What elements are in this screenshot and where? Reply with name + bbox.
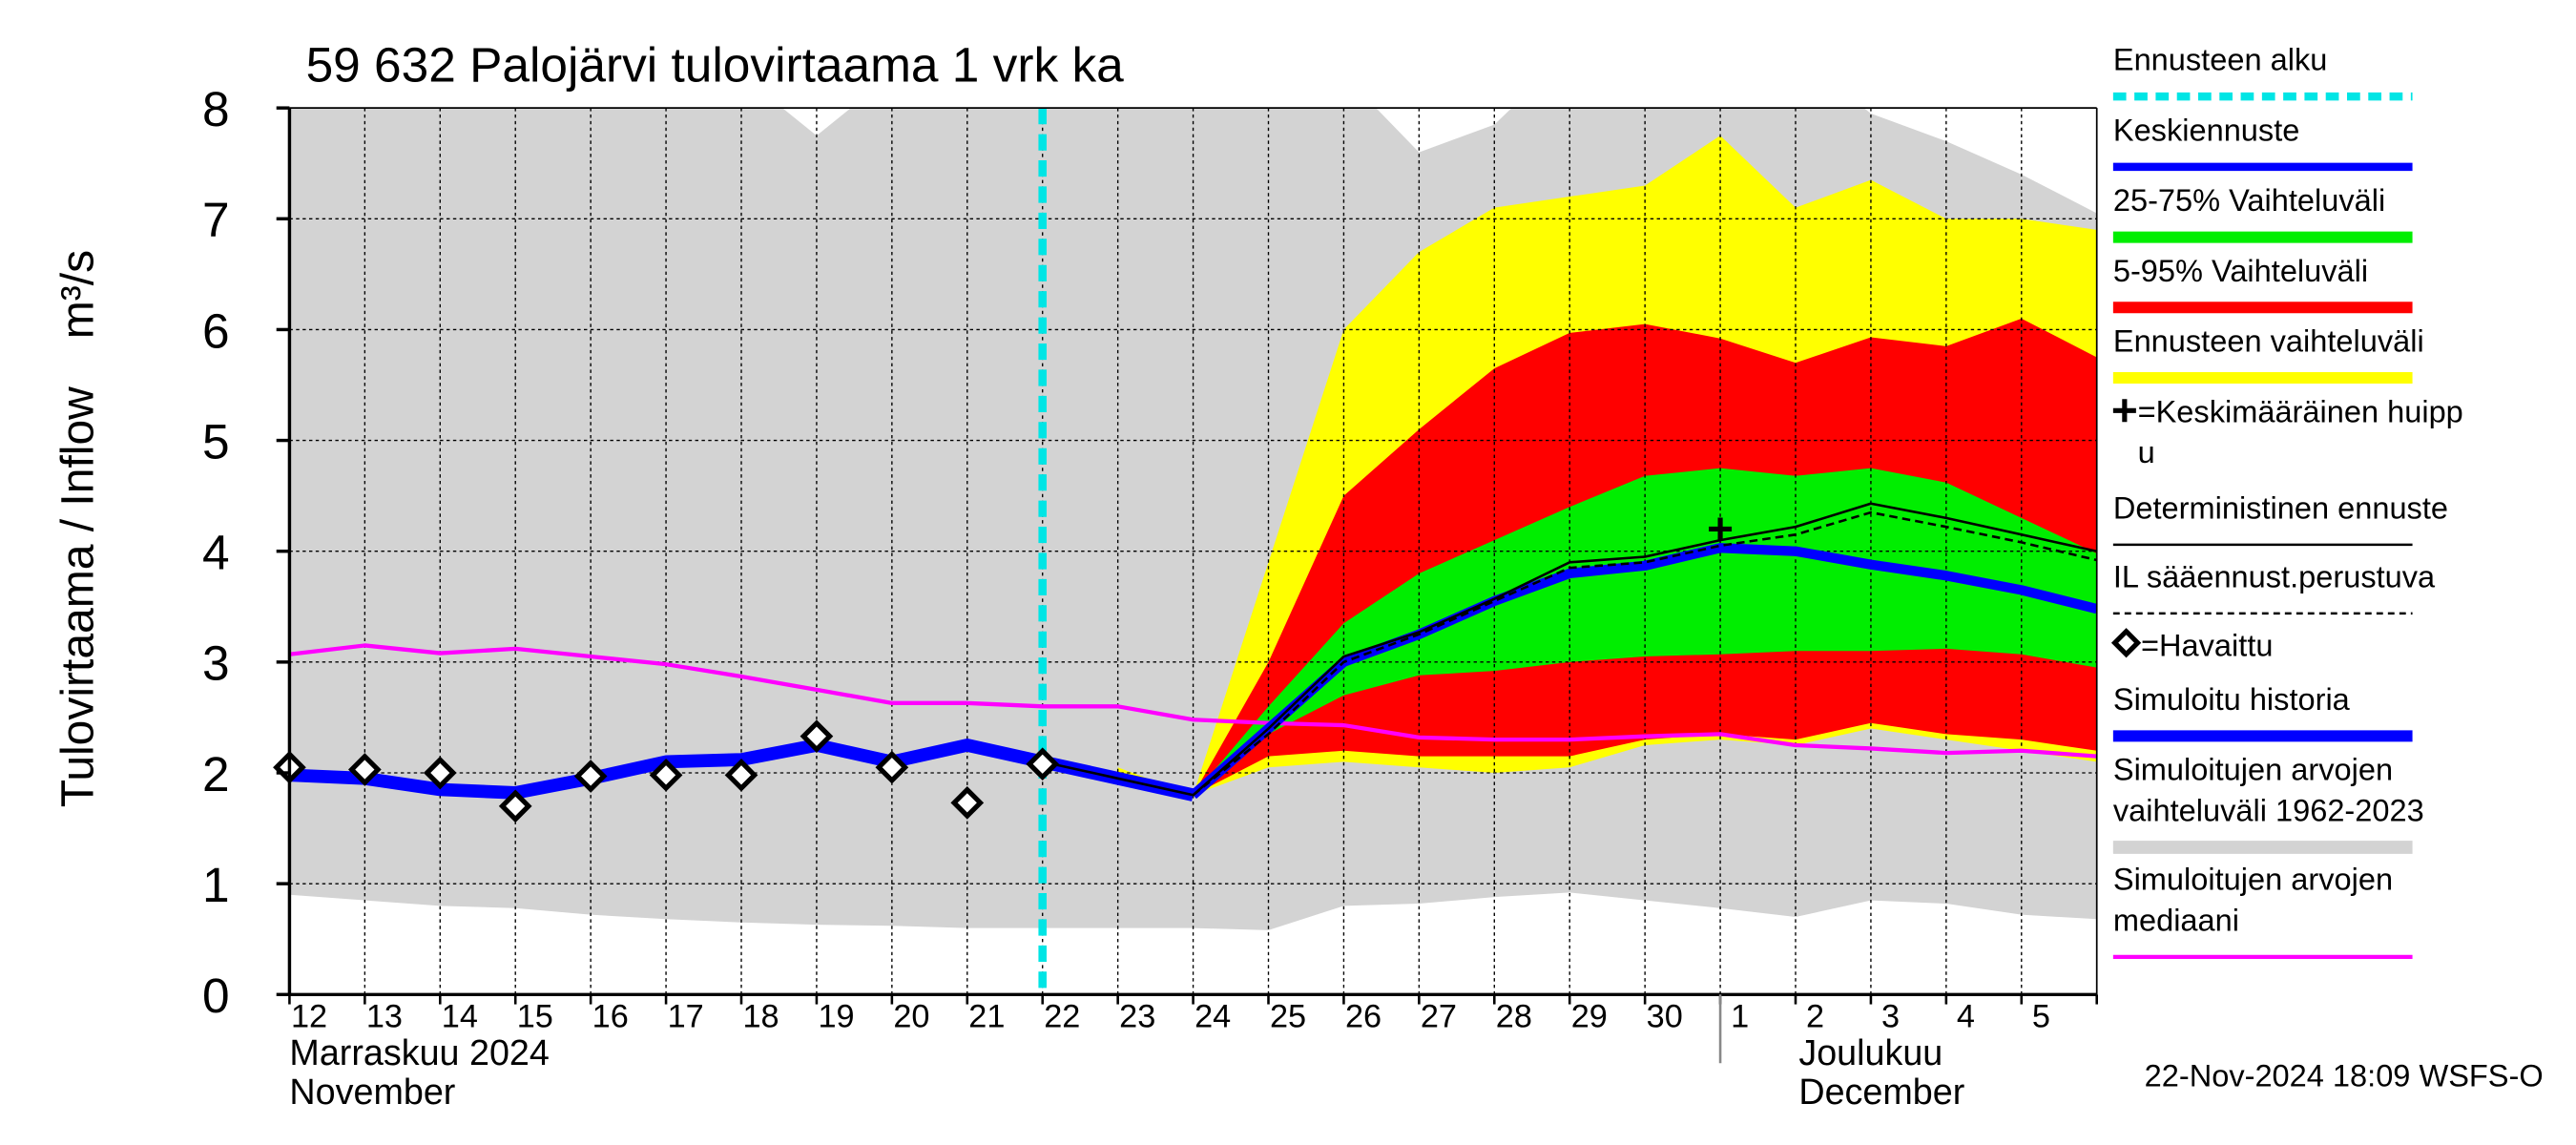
x-tick-label: 17 xyxy=(668,999,704,1035)
y-tick-label: 3 xyxy=(202,635,230,691)
x-tick-label: 12 xyxy=(291,999,327,1035)
legend-label: Ennusteen vaihteluväli xyxy=(2113,324,2424,359)
legend-label: IL sääennust.perustuva xyxy=(2113,559,2436,593)
legend-label: Ennusteen alku xyxy=(2113,43,2328,77)
month-label: Joulukuu xyxy=(1798,1032,1942,1072)
y-tick-label: 0 xyxy=(202,968,230,1023)
y-tick-label: 5 xyxy=(202,413,230,468)
chart-title: 59 632 Palojärvi tulovirtaama 1 vrk ka xyxy=(306,37,1125,93)
legend-label: Simuloitujen arvojen xyxy=(2113,753,2393,787)
x-tick-label: 26 xyxy=(1345,999,1381,1035)
series-line xyxy=(1192,510,2097,797)
y-tick-label: 8 xyxy=(202,81,230,136)
legend-symbol xyxy=(2110,628,2142,658)
observed-point xyxy=(875,750,909,784)
observed-point xyxy=(348,753,382,786)
x-tick-label: 18 xyxy=(743,999,779,1035)
legend-label: 25-75% Vaihteluväli xyxy=(2113,183,2385,218)
month-label: Marraskuu 2024 xyxy=(289,1032,549,1072)
observed-point xyxy=(649,758,683,792)
x-tick-label: 25 xyxy=(1270,999,1306,1035)
x-tick-label: 22 xyxy=(1044,999,1080,1035)
x-tick-label: 24 xyxy=(1195,999,1231,1035)
y-tick-label: 2 xyxy=(202,746,230,802)
observed-point xyxy=(950,786,985,820)
legend-label: Simuloitujen arvojen xyxy=(2113,863,2393,897)
x-tick-label: 28 xyxy=(1496,999,1532,1035)
legend-label: vaihteluväli 1962-2023 xyxy=(2113,794,2424,828)
legend-label: =Havaittu xyxy=(2141,628,2273,662)
plot-area xyxy=(289,108,2097,995)
y-tick-label: 4 xyxy=(202,525,230,580)
x-tick-label: 27 xyxy=(1421,999,1457,1035)
x-tick-label: 1 xyxy=(1731,999,1749,1035)
observed-point xyxy=(423,756,457,790)
x-tick-label: 16 xyxy=(592,999,629,1035)
x-tick-label: 5 xyxy=(2032,999,2050,1035)
y-axis-label: Tulovirtaama / Inflow xyxy=(53,386,104,807)
y-tick-label: 6 xyxy=(202,302,230,358)
x-tick-label: 13 xyxy=(366,999,403,1035)
observed-point xyxy=(498,789,532,823)
legend-symbol xyxy=(2112,399,2136,423)
timestamp: 22-Nov-2024 18:09 WSFS-O xyxy=(2145,1058,2544,1093)
legend-label: u xyxy=(2138,435,2155,469)
legend-label: 5-95% Vaihteluväli xyxy=(2113,254,2368,288)
peak-marker xyxy=(1709,517,1733,541)
x-tick-label: 14 xyxy=(442,999,478,1035)
observed-point xyxy=(1026,747,1060,781)
x-tick-label: 30 xyxy=(1647,999,1683,1035)
x-tick-label: 4 xyxy=(1957,999,1975,1035)
observed-point xyxy=(573,760,608,793)
legend-label: Keskiennuste xyxy=(2113,113,2300,147)
x-tick-label: 29 xyxy=(1571,999,1608,1035)
x-tick-label: 20 xyxy=(893,999,929,1035)
month-label: November xyxy=(289,1072,455,1112)
y-tick-label: 7 xyxy=(202,192,230,247)
y-axis-unit: m³/s xyxy=(53,250,104,339)
x-tick-label: 21 xyxy=(968,999,1005,1035)
month-label: December xyxy=(1798,1072,1964,1112)
observed-point xyxy=(724,758,758,792)
legend-label: Deterministinen ennuste xyxy=(2113,490,2448,525)
legend-label: Simuloitu historia xyxy=(2113,682,2351,717)
series-line xyxy=(289,643,2097,759)
legend-label: mediaani xyxy=(2113,903,2239,937)
observed-point xyxy=(800,719,834,754)
x-tick-label: 3 xyxy=(1881,999,1900,1035)
x-tick-label: 15 xyxy=(517,999,553,1035)
x-tick-label: 19 xyxy=(818,999,854,1035)
x-tick-label: 2 xyxy=(1806,999,1824,1035)
legend-label: =Keskimääräinen huipp xyxy=(2138,394,2463,428)
x-tick-label: 23 xyxy=(1119,999,1155,1035)
series-line xyxy=(1042,502,2097,797)
y-tick-label: 1 xyxy=(202,857,230,912)
